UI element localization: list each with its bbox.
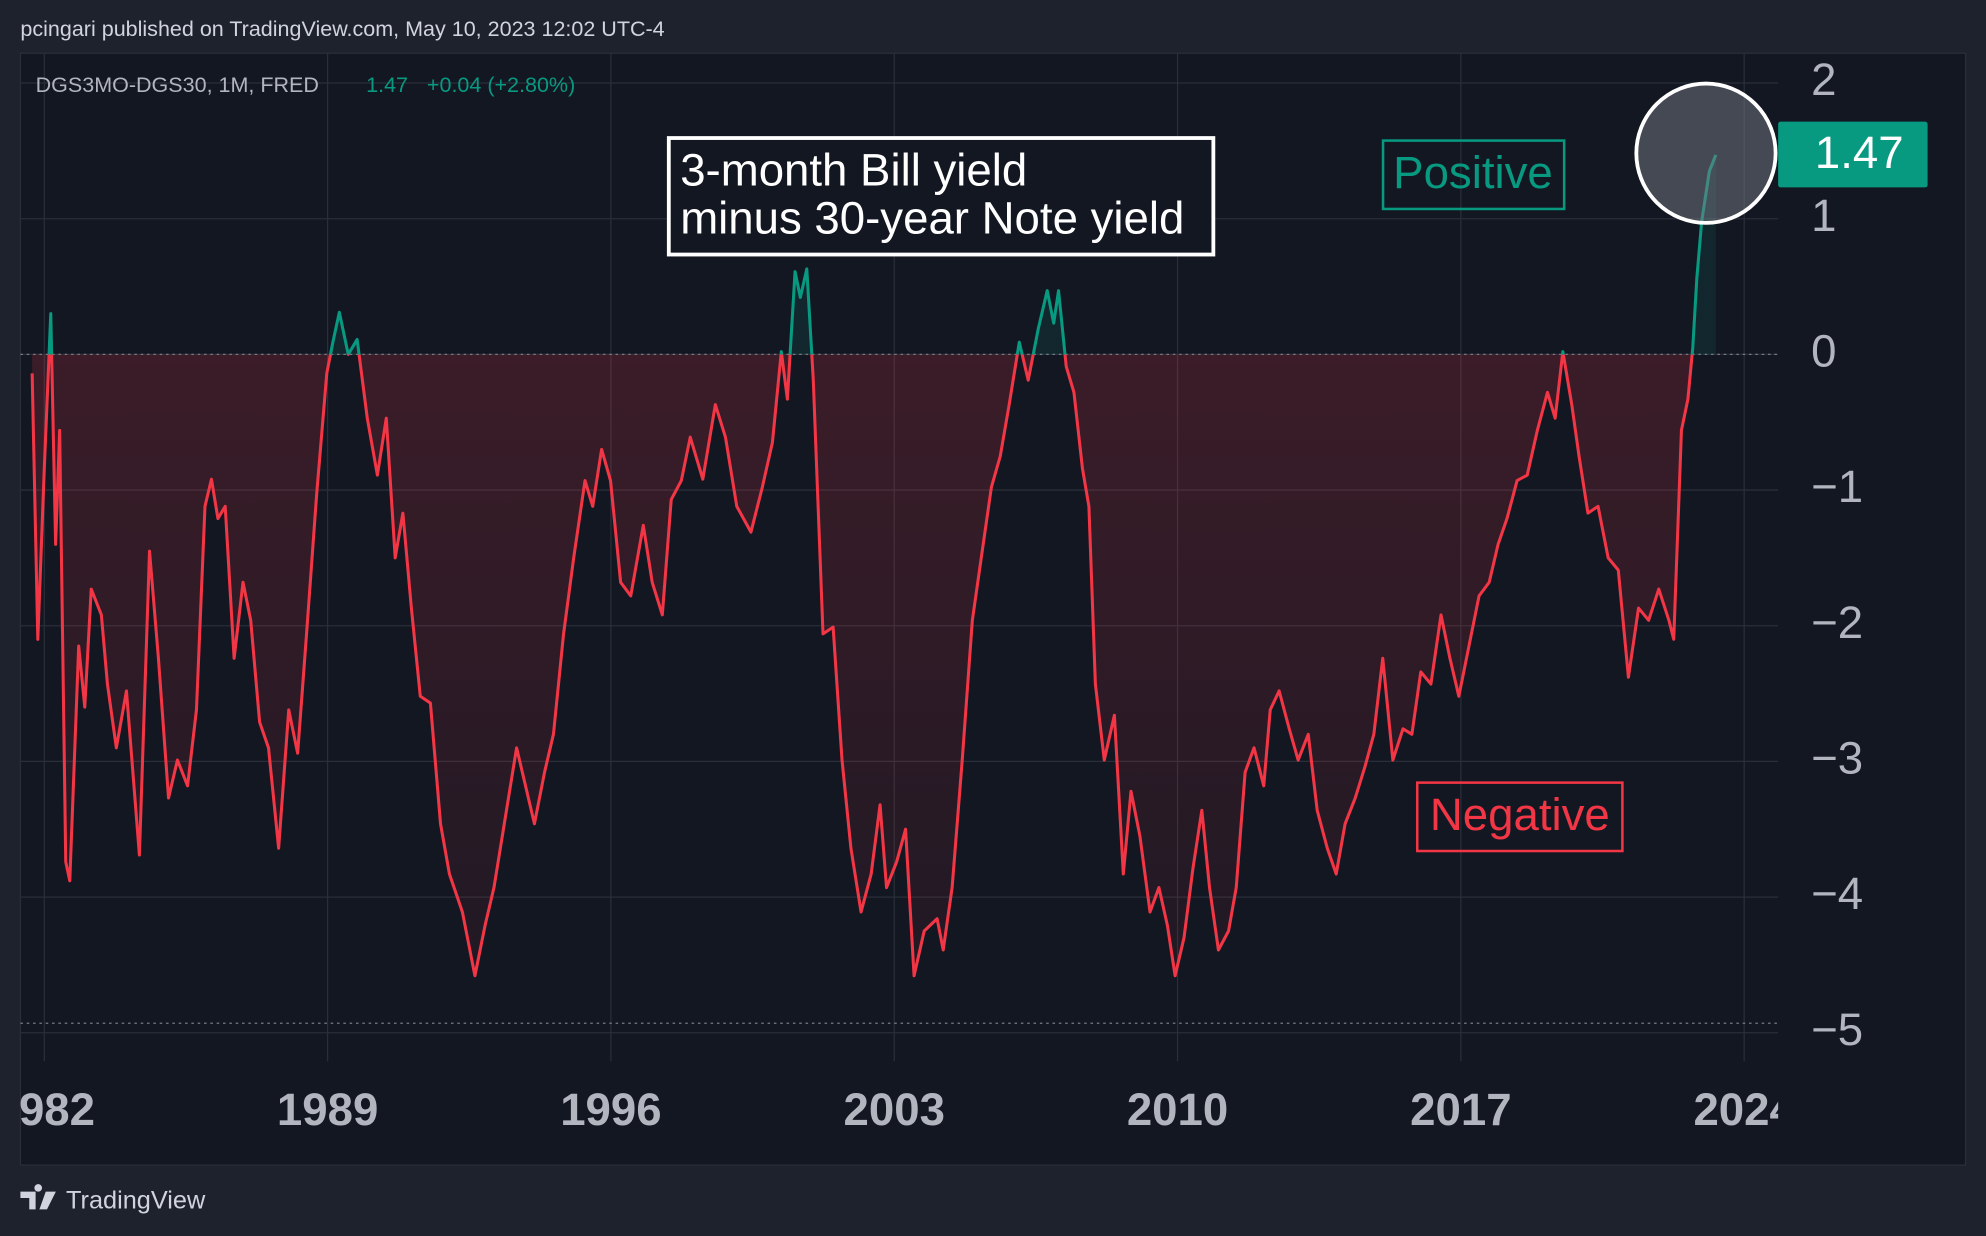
x-tick-label: 2017 — [1410, 1084, 1511, 1135]
annotation-line: minus 30-year Note yield — [680, 193, 1184, 244]
area — [32, 154, 1716, 976]
annotation-box — [666, 136, 1216, 257]
y-tick-label: 2 — [1811, 54, 1836, 105]
y-tick-label: −1 — [1811, 461, 1863, 512]
highlight-circle — [1634, 81, 1778, 225]
legend-symbol: DGS3MO-DGS30, 1M, FRED — [36, 73, 319, 97]
y-tick-label: 0 — [1811, 325, 1836, 376]
y-tick-label: −4 — [1811, 868, 1863, 919]
negative-label: Negative — [1430, 789, 1610, 840]
y-tick-label: 1 — [1811, 190, 1836, 241]
y-tick-label: −3 — [1811, 732, 1863, 783]
annotation-line: 3-month Bill yield — [680, 145, 1027, 196]
series — [30, 154, 1718, 978]
x-axis-labels: 1982 1989 1996 2003 2010 2017 2024 — [0, 1084, 1795, 1135]
publisher-line: pcingari published on TradingView.com, M… — [20, 17, 664, 41]
line — [30, 154, 1718, 978]
positive-label: Positive — [1393, 147, 1553, 198]
x-tick-label: 1982 — [0, 1084, 95, 1135]
y-tick-label: −2 — [1811, 597, 1863, 648]
price-tag-label: 1.47 — [1815, 127, 1904, 178]
axes: 1982 1989 1996 2003 2010 2017 2024 2 1 0 −1 −2 −3 −4 −… — [0, 54, 1863, 1135]
x-tick-label: 1989 — [277, 1084, 378, 1135]
negative-box — [1415, 781, 1624, 853]
brand: TradingView — [66, 1186, 206, 1214]
x-tick-label: 2010 — [1127, 1084, 1228, 1135]
x-tick-label: 1996 — [560, 1084, 661, 1135]
positive-box — [1381, 139, 1566, 211]
price-tag — [1778, 121, 1928, 188]
brand-logo — [20, 1184, 56, 1210]
legend-last: 1.47 — [366, 73, 408, 97]
y-tick-label: −5 — [1811, 1004, 1863, 1055]
legend-change: +0.04 (+2.80%) — [427, 73, 575, 97]
x-tick-label: 2003 — [844, 1084, 945, 1135]
x-tick-label: 2024 — [1693, 1084, 1795, 1135]
